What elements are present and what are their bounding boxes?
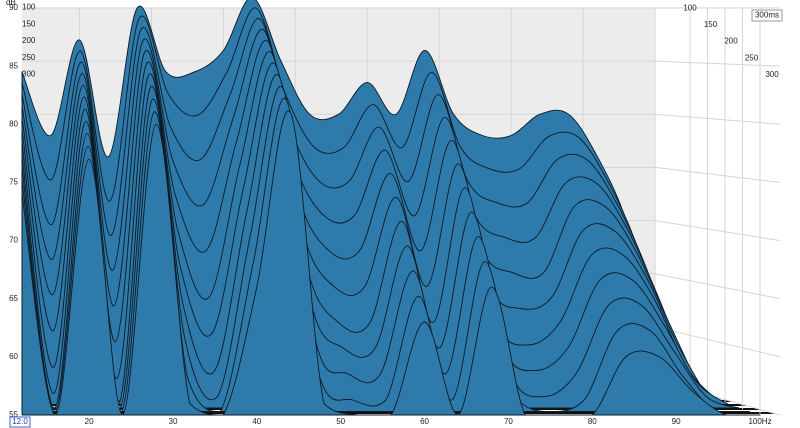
- y-tick-label: 75: [9, 178, 18, 187]
- x-tick-label: 70: [504, 417, 513, 426]
- z-cursor-box: [751, 9, 783, 22]
- x-tick-label: 80: [588, 417, 597, 426]
- side-grid-line: [654, 273, 781, 300]
- y-tick-label: 90: [9, 3, 18, 12]
- x-tick-label: 20: [85, 417, 94, 426]
- z-tick-label-left: 150: [22, 19, 36, 28]
- y-tick-label: 70: [9, 236, 18, 245]
- x-tick-label: 40: [252, 417, 261, 426]
- y-tick-label: 60: [9, 352, 18, 361]
- z-tick-label-right: 150: [704, 20, 718, 29]
- y-tick-label: 65: [9, 294, 18, 303]
- z-tick-label-right: 200: [724, 37, 738, 46]
- x-tick-label: 100Hz: [748, 417, 771, 426]
- x-cursor-label: 12.0: [12, 417, 28, 426]
- side-grid-line: [654, 220, 781, 242]
- z-tick-label-left: 200: [22, 36, 36, 45]
- z-cursor-label: 300ms: [755, 11, 779, 20]
- waterfall-slice: [21, 110, 761, 416]
- side-grid-line: [654, 166, 781, 183]
- z-tick-label-right: 100: [683, 3, 697, 12]
- x-tick-label: 50: [336, 417, 345, 426]
- y-tick-label: 80: [9, 119, 18, 128]
- z-tick-label-left: 100: [22, 3, 36, 12]
- side-grid-line: [654, 113, 781, 125]
- side-grid-line: [654, 326, 781, 358]
- z-tick-label-left: 300: [22, 70, 36, 79]
- x-cursor-box: [9, 416, 31, 428]
- x-tick-label: 30: [169, 417, 178, 426]
- z-tick-label-left: 250: [22, 53, 36, 62]
- y-tick-label: 55: [9, 410, 18, 419]
- z-tick-label-right: 250: [745, 53, 759, 62]
- z-tick-label-right: 300: [765, 70, 779, 79]
- y-axis-label: dB: [6, 0, 16, 7]
- x-tick-label: 90: [672, 417, 681, 426]
- x-tick-label: 60: [420, 417, 429, 426]
- y-tick-label: 85: [9, 61, 18, 70]
- side-grid-line: [654, 60, 781, 67]
